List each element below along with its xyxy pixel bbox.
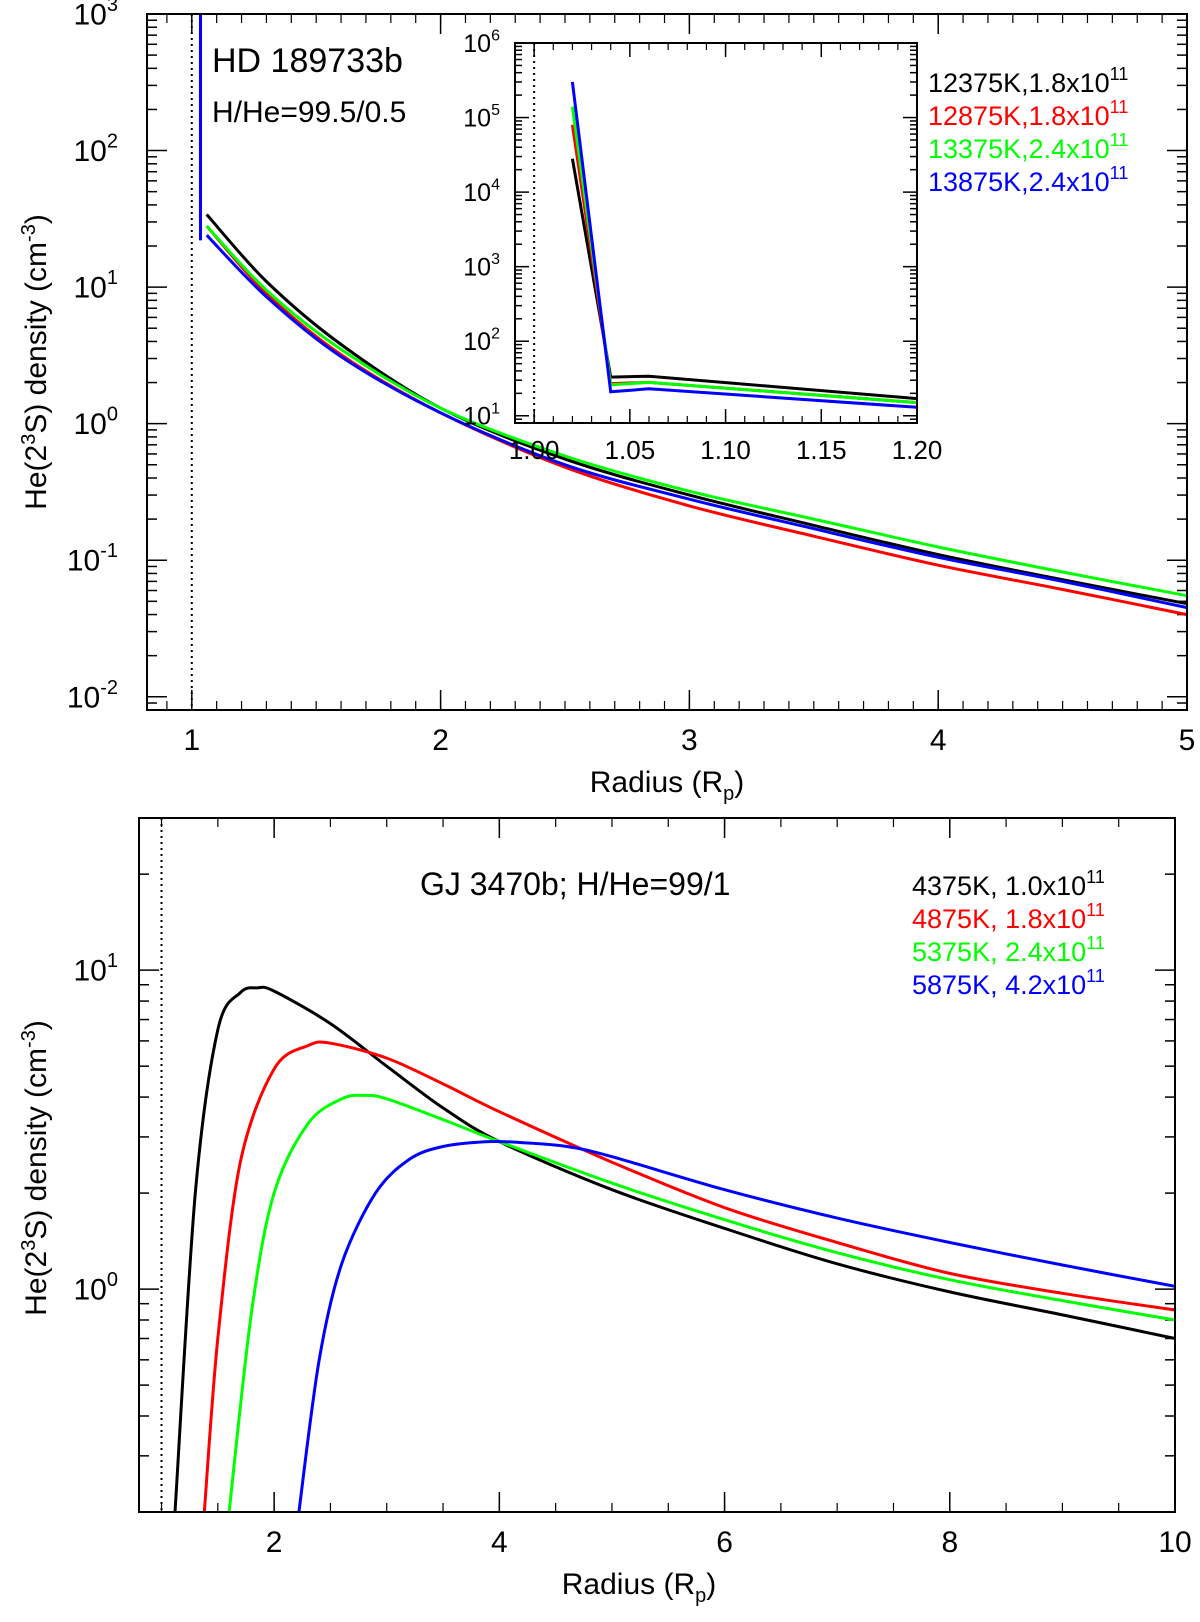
inset-xtick-label-4: 1.20 [892,435,943,465]
bottom-title: GJ 3470b; H/He=99/1 [420,866,730,902]
top-legend-entry-1: 12875K,1.8x1011 [928,97,1128,131]
inset-plot: 1.00 1.05 1.10 1.15 1.20 101 102 103 104 105 106 [463,28,942,466]
bottom-series-line-2 [227,1093,1176,1513]
inset-xtick-label-0: 1.00 [509,435,560,465]
top-series-lines [198,14,1188,617]
top-legend: 12375K,1.8x101112875K,1.8x101113375K,2.4… [928,64,1128,197]
bottom-legend-entry-3: 5875K, 4.2x1011 [912,966,1105,1000]
inset-series-line-0 [570,158,918,401]
inset-ytick-label-4: 105 [463,102,500,132]
bottom-legend-entry-0: 4375K, 1.0x1011 [912,867,1105,901]
top-xtick-label-0: 1 [183,724,200,757]
bottom-series-line-0 [173,985,1176,1513]
bottom-xtick-label-2: 6 [716,1526,733,1559]
panel-gj3470b: 2 4 6 8 10 100 101 Radius (Rp) He(23S) densit… [18,817,1192,1607]
bottom-xlabel: Radius (Rp) [562,1568,717,1607]
bottom-series-line-3 [297,1139,1176,1513]
top-series-line-3 [205,234,1188,610]
top-series-line-2 [205,224,1188,598]
top-legend-entry-2: 13375K,2.4x1011 [928,130,1128,164]
bottom-axis-ticks [139,817,1176,1513]
panel-hd189733b: 1 2 3 4 5 10-2 10-1 100 101 102 103 Radius (Rp) H… [18,0,1195,805]
inset-series-lines [570,81,918,409]
top-subtitle: H/He=99.5/0.5 [212,96,406,129]
top-xtick-label-3: 4 [930,724,947,757]
top-x-tick-labels: 1 2 3 4 5 [183,724,1195,757]
inset-ytick-label-3: 104 [463,177,500,207]
bottom-ytick-label-1: 101 [74,950,119,988]
bottom-ylabel: He(23S) density (cm-3) [18,1020,53,1316]
inset-y-tick-labels: 101 102 103 104 105 106 [463,28,500,431]
top-ytick-label-3: 101 [74,267,119,305]
bottom-legend-entry-1: 4875K, 1.8x1011 [912,900,1105,934]
inset-ytick-label-0: 101 [463,400,500,430]
top-y-tick-labels: 10-2 10-1 100 101 102 103 [67,0,118,714]
top-ytick-label-1: 10-1 [67,540,118,578]
bottom-y-tick-labels: 100 101 [74,950,119,1306]
bottom-xtick-label-4: 10 [1158,1526,1191,1559]
top-ytick-label-5: 103 [74,0,119,32]
top-title: HD 189733b [212,42,403,80]
inset-x-tick-labels: 1.00 1.05 1.10 1.15 1.20 [509,435,942,465]
inset-frame [514,42,918,424]
bottom-x-tick-labels: 2 4 6 8 10 [266,1526,1192,1559]
bottom-series-lines [173,985,1176,1513]
top-legend-entry-3: 13875K,2.4x1011 [928,163,1128,197]
inset-series-line-3 [570,81,918,409]
inset-xtick-label-2: 1.10 [700,435,751,465]
top-series-line-0 [205,213,1188,606]
top-xlabel: Radius (Rp) [590,766,745,805]
bottom-xtick-label-1: 4 [491,1526,508,1559]
inset-background [515,43,917,423]
bottom-plot-frame [138,817,1176,1513]
top-ytick-label-0: 10-2 [67,677,118,715]
top-legend-entry-0: 12375K,1.8x1011 [928,64,1128,98]
top-series-line-1 [205,225,1188,617]
top-plot-frame [146,13,1188,711]
top-xtick-label-2: 3 [681,724,698,757]
top-ytick-label-4: 102 [74,131,119,169]
top-xtick-label-4: 5 [1179,724,1196,757]
inset-xtick-label-1: 1.05 [605,435,656,465]
bottom-series-line-1 [202,1040,1176,1513]
top-ylabel: He(23S) density (cm-3) [18,214,53,510]
inset-ytick-label-2: 103 [463,251,500,281]
bottom-xtick-label-0: 2 [266,1526,283,1559]
top-xtick-label-1: 2 [432,724,449,757]
bottom-xtick-label-3: 8 [941,1526,958,1559]
inset-ytick-label-1: 102 [463,326,500,356]
bottom-ytick-label-0: 100 [74,1269,119,1307]
bottom-legend-entry-2: 5375K, 2.4x1011 [912,933,1105,967]
inset-ytick-label-5: 106 [463,28,500,58]
top-ytick-label-2: 100 [74,404,119,442]
inset-xtick-label-3: 1.15 [796,435,847,465]
